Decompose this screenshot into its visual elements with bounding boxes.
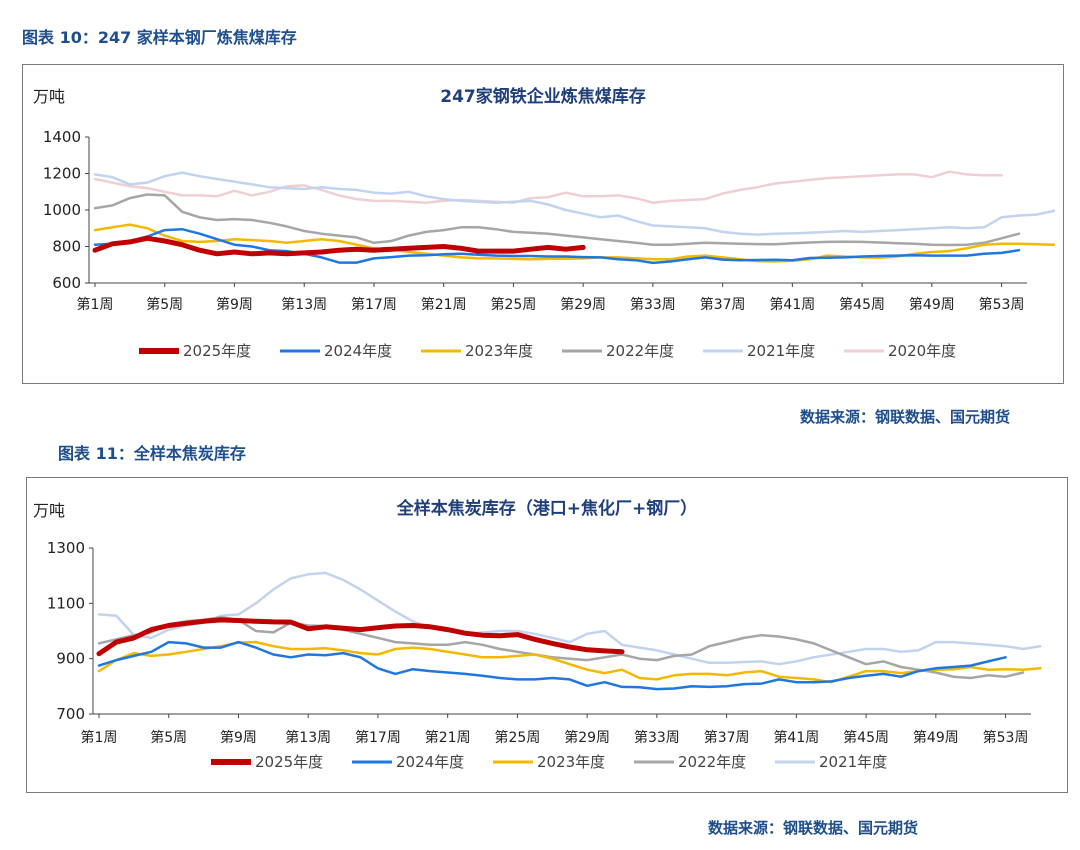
x-tick-label: 第41周 [769, 296, 815, 313]
legend-label: 2024年度 [324, 342, 392, 360]
y-tick-label: 900 [56, 650, 85, 668]
x-tick-label: 第29周 [564, 729, 610, 746]
series-line-2024年度 [93, 227, 1021, 265]
legend-label: 2025年度 [183, 342, 251, 360]
x-tick-label: 第33周 [634, 729, 680, 746]
line-chart: 全样本焦炭库存（港口+焦化厂+钢厂） 万吨 700 900 1100 1300 第1周 第5周… [33, 498, 1042, 771]
x-tick-label: 第9周 [216, 296, 253, 313]
y-tick-label: 1100 [47, 594, 85, 612]
legend-label: 2020年度 [888, 342, 956, 360]
y-axis-unit-label: 万吨 [33, 501, 65, 520]
x-tick-label: 第41周 [773, 729, 819, 746]
y-tick-label: 800 [52, 238, 81, 256]
x-tick-label: 第25周 [495, 729, 541, 746]
legend-label: 2023年度 [465, 342, 533, 360]
series-line-2020年度 [93, 170, 1003, 204]
x-tick-label: 第53周 [983, 729, 1029, 746]
legend-label: 2021年度 [819, 753, 887, 771]
x-tick-label: 第25周 [491, 296, 537, 313]
series-line-2022年度 [93, 193, 1021, 247]
series-line-2023年度 [97, 640, 1042, 684]
x-tick-label: 第29周 [560, 296, 606, 313]
legend-label: 2022年度 [678, 753, 746, 771]
data-source: 数据来源：钢联数据、国元期货 [708, 819, 919, 837]
legend-label: 2022年度 [606, 342, 674, 360]
x-tick-label: 第13周 [285, 729, 331, 746]
y-tick-label: 1200 [43, 165, 81, 183]
series-line-2021年度 [97, 571, 1042, 666]
figure-caption: 图表 11：全样本焦炭库存 [58, 444, 246, 463]
x-tick-label: 第33周 [630, 296, 676, 313]
x-tick-label: 第5周 [146, 296, 183, 313]
x-tick-label: 第37周 [700, 296, 746, 313]
y-tick-label: 1300 [47, 539, 85, 557]
y-tick-label: 600 [52, 274, 81, 292]
legend-label: 2025年度 [255, 753, 323, 771]
y-tick-label: 700 [56, 705, 85, 723]
x-tick-label: 第53周 [979, 296, 1025, 313]
figure-caption: 图表 10：247 家样本钢厂炼焦煤库存 [22, 28, 297, 47]
series-line-2021年度 [93, 171, 1056, 236]
x-tick-label: 第13周 [281, 296, 327, 313]
x-tick-label: 第49周 [909, 296, 955, 313]
x-tick-label: 第45周 [843, 729, 889, 746]
x-tick-label: 第21周 [425, 729, 471, 746]
line-chart: 247家钢铁企业炼焦煤库存 万吨 600 800 1000 1200 1400 第1周 第5周 第… [33, 86, 1056, 360]
x-tick-label: 第17周 [355, 729, 401, 746]
y-tick-label: 1400 [43, 128, 81, 146]
y-axis-unit-label: 万吨 [33, 87, 65, 106]
x-tick-label: 第1周 [77, 296, 114, 313]
legend-label: 2024年度 [396, 753, 464, 771]
series-line-2025年度 [92, 235, 586, 257]
x-tick-label: 第17周 [351, 296, 397, 313]
x-tick-label: 第45周 [839, 296, 885, 313]
chart-panel: 全样本焦炭库存（港口+焦化厂+钢厂） 万吨 700 900 1100 1300 第1周 第5周… [26, 477, 1068, 793]
x-tick-label: 第21周 [421, 296, 467, 313]
x-tick-label: 第5周 [150, 729, 187, 746]
x-tick-label: 第37周 [704, 729, 750, 746]
chart-panel: 247家钢铁企业炼焦煤库存 万吨 600 800 1000 1200 1400 第1周 第5周 第… [22, 64, 1064, 384]
legend-label: 2023年度 [537, 753, 605, 771]
chart-title: 247家钢铁企业炼焦煤库存 [440, 86, 646, 107]
series-line-2024年度 [97, 640, 1007, 691]
series-line-2022年度 [97, 615, 1025, 680]
x-tick-label: 第1周 [81, 729, 118, 746]
data-source: 数据来源：钢联数据、国元期货 [800, 408, 1011, 426]
x-tick-label: 第49周 [913, 729, 959, 746]
x-tick-label: 第9周 [220, 729, 257, 746]
series-line-2025年度 [96, 617, 625, 657]
chart-title: 全样本焦炭库存（港口+焦化厂+钢厂） [396, 498, 698, 519]
y-tick-label: 1000 [43, 201, 81, 219]
legend-label: 2021年度 [747, 342, 815, 360]
